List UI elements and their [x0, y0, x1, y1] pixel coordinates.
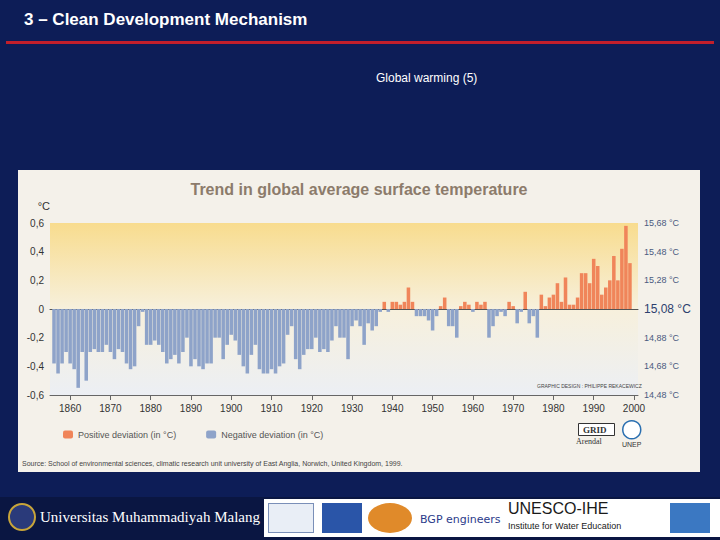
svg-text:GRID: GRID: [583, 425, 607, 435]
svg-text:1860: 1860: [59, 403, 82, 414]
svg-text:15,08 °C: 15,08 °C: [644, 302, 691, 316]
svg-text:UNEP: UNEP: [622, 441, 642, 448]
html-text:Global warming (5): Global warming (5): [376, 71, 478, 85]
svg-text:1890: 1890: [180, 403, 203, 414]
svg-text:Arendal: Arendal: [576, 437, 603, 446]
svg-text:-0,4: -0,4: [27, 361, 45, 372]
svg-text:15,68 °C: 15,68 °C: [644, 218, 680, 228]
svg-text:Negative deviation (in °C): Negative deviation (in °C): [221, 430, 323, 440]
html-text:Institute for Water Education: Institute for Water Education: [508, 521, 622, 531]
svg-text:15,28 °C: 15,28 °C: [644, 275, 680, 285]
html-text:UNESCO-IHE: UNESCO-IHE: [508, 500, 609, 517]
svg-text:15,48 °C: 15,48 °C: [644, 247, 680, 257]
svg-text:14,48 °C: 14,48 °C: [644, 390, 680, 400]
svg-text:1870: 1870: [99, 403, 122, 414]
svg-text:-0,6: -0,6: [27, 390, 45, 401]
svg-text:0: 0: [38, 304, 44, 315]
html-text:Universitas Muhammadiyah Malan: Universitas Muhammadiyah Malang: [40, 509, 260, 525]
svg-text:14,88 °C: 14,88 °C: [644, 333, 680, 343]
svg-text:0,2: 0,2: [30, 275, 44, 286]
svg-text:1920: 1920: [301, 403, 324, 414]
svg-text:1980: 1980: [542, 403, 565, 414]
svg-text:-0,2: -0,2: [27, 332, 45, 343]
html-text:3 – Clean Development Mechanis: 3 – Clean Development Mechanism: [24, 10, 308, 29]
svg-text:1990: 1990: [583, 403, 606, 414]
svg-text:1970: 1970: [502, 403, 525, 414]
svg-text:1960: 1960: [462, 403, 485, 414]
svg-text:°C: °C: [38, 200, 50, 212]
svg-text:1910: 1910: [260, 403, 283, 414]
svg-text:1900: 1900: [220, 403, 243, 414]
svg-text:1950: 1950: [421, 403, 444, 414]
svg-text:1930: 1930: [341, 403, 364, 414]
svg-text:Trend in global average surfac: Trend in global average surface temperat…: [190, 181, 527, 198]
html-text:BGP engineers: BGP engineers: [420, 513, 501, 526]
svg-text:1940: 1940: [381, 403, 404, 414]
svg-text:14,68 °C: 14,68 °C: [644, 361, 680, 371]
svg-text:0,6: 0,6: [30, 218, 44, 229]
svg-text:Positive deviation (in °C): Positive deviation (in °C): [78, 430, 176, 440]
svg-text:2000: 2000: [623, 403, 646, 414]
svg-text:0,4: 0,4: [30, 246, 44, 257]
svg-text:GRAPHIC DESIGN : PHILIPPE REKA: GRAPHIC DESIGN : PHILIPPE REKACEWICZ: [537, 383, 642, 389]
svg-text:1880: 1880: [140, 403, 163, 414]
svg-text:Source: School of environmenta: Source: School of environmental sciences…: [22, 460, 403, 468]
